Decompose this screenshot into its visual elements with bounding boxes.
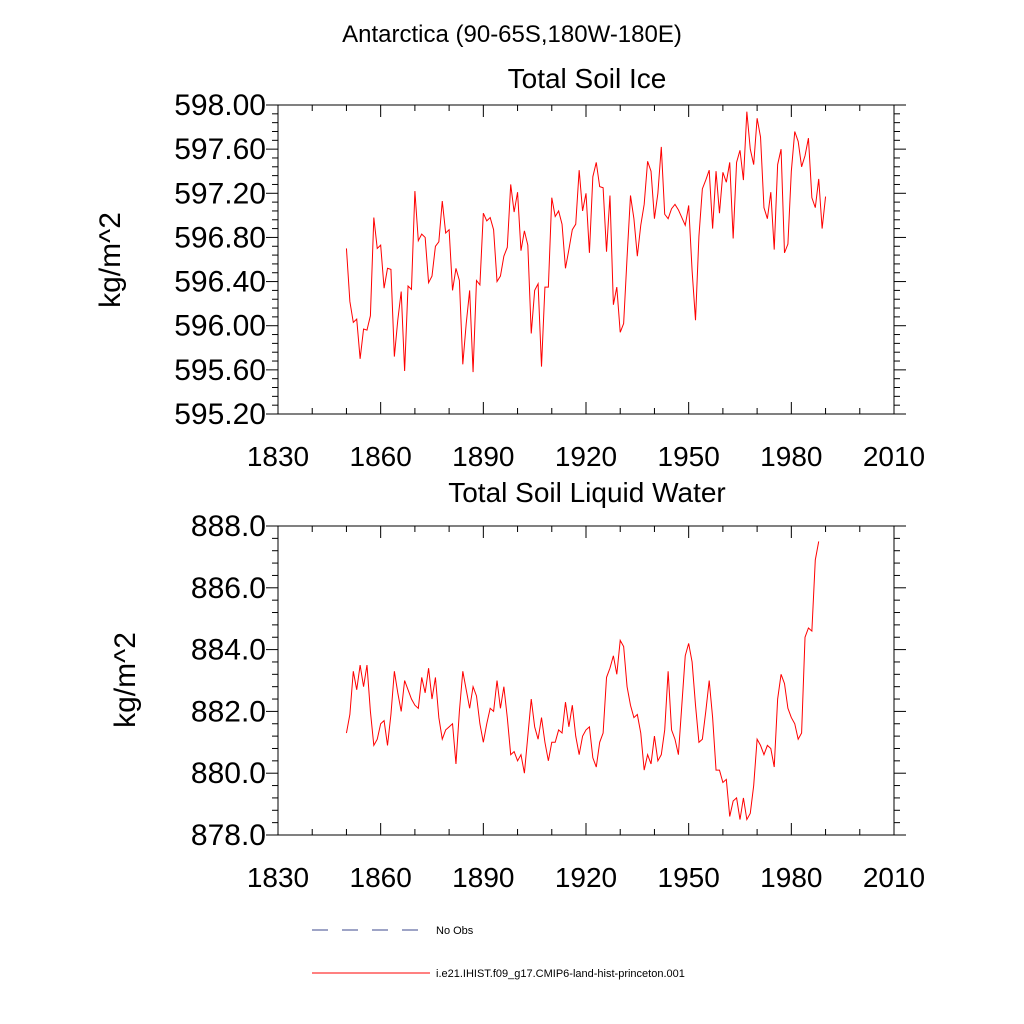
- soil-ice-ticks: 1830 1860 1890 1920 1950 1980 2010 595.20 595.60…: [174, 89, 925, 472]
- legend-label-no-obs: No Obs: [436, 925, 474, 937]
- soil-liquid-water-xtick-label: 1830: [247, 862, 309, 893]
- soil-liquid-water-panel: Total Soil Liquid Water kg/m^2 1830 1860 1…: [109, 477, 925, 893]
- soil-ice-panel: Total Soil Ice kg/m^2 1830 1860 1890 1920 19…: [94, 63, 925, 472]
- soil-liquid-water-ytick-label: 882.0: [191, 695, 266, 728]
- soil-liquid-water-xtick-label: 2010: [863, 862, 925, 893]
- soil-ice-ytick-label: 596.00: [174, 310, 266, 343]
- soil-ice-plot-frame: [277, 104, 895, 415]
- soil-liquid-water-ytick-label: 878.0: [191, 819, 266, 852]
- soil-ice-xtick-label: 1980: [760, 441, 822, 472]
- soil-ice-ytick-label: 597.20: [174, 177, 266, 210]
- soil-liquid-water-ytick-label: 886.0: [191, 572, 266, 605]
- soil-liquid-water-title: Total Soil Liquid Water: [448, 477, 726, 508]
- page-title: Antarctica (90-65S,180W-180E): [342, 21, 682, 48]
- soil-liquid-water-xtick-label: 1950: [658, 862, 720, 893]
- soil-liquid-water-ticks: 1830 1860 1890 1920 1950 1980 2010 878.0 880.0 88…: [191, 510, 925, 893]
- soil-ice-xtick-label: 1950: [658, 441, 720, 472]
- soil-ice-ytick-label: 598.00: [174, 89, 266, 122]
- soil-ice-xtick-label: 1830: [247, 441, 309, 472]
- soil-liquid-water-ylabel: kg/m^2: [109, 632, 142, 728]
- soil-ice-ytick-label: 595.20: [174, 398, 266, 431]
- soil-ice-xtick-label: 1920: [555, 441, 617, 472]
- soil-liquid-water-ytick-label: 884.0: [191, 634, 266, 667]
- soil-ice-ylabel: kg/m^2: [94, 212, 127, 308]
- soil-ice-title: Total Soil Ice: [508, 63, 667, 94]
- soil-liquid-water-ytick-label: 888.0: [191, 510, 266, 543]
- soil-liquid-water-ytick-label: 880.0: [191, 757, 266, 790]
- soil-ice-ytick-label: 595.60: [174, 354, 266, 387]
- soil-ice-series-line: [345, 111, 827, 373]
- soil-liquid-water-series-line: [345, 541, 820, 822]
- legend: No Obs i.e21.IHIST.f09_g17.CMIP6-land-hi…: [312, 925, 685, 980]
- soil-liquid-water-plot-frame: [277, 525, 895, 836]
- legend-label-model-run: i.e21.IHIST.f09_g17.CMIP6-land-hist-prin…: [436, 968, 685, 980]
- soil-ice-ytick-label: 596.40: [174, 266, 266, 299]
- soil-ice-xtick-label: 1890: [452, 441, 514, 472]
- soil-ice-xtick-label: 1860: [350, 441, 412, 472]
- soil-liquid-water-xtick-label: 1980: [760, 862, 822, 893]
- soil-liquid-water-xtick-label: 1860: [350, 862, 412, 893]
- soil-liquid-water-xtick-label: 1890: [452, 862, 514, 893]
- soil-ice-xtick-label: 2010: [863, 441, 925, 472]
- soil-liquid-water-xtick-label: 1920: [555, 862, 617, 893]
- soil-ice-ytick-label: 596.80: [174, 221, 266, 254]
- soil-ice-ytick-label: 597.60: [174, 133, 266, 166]
